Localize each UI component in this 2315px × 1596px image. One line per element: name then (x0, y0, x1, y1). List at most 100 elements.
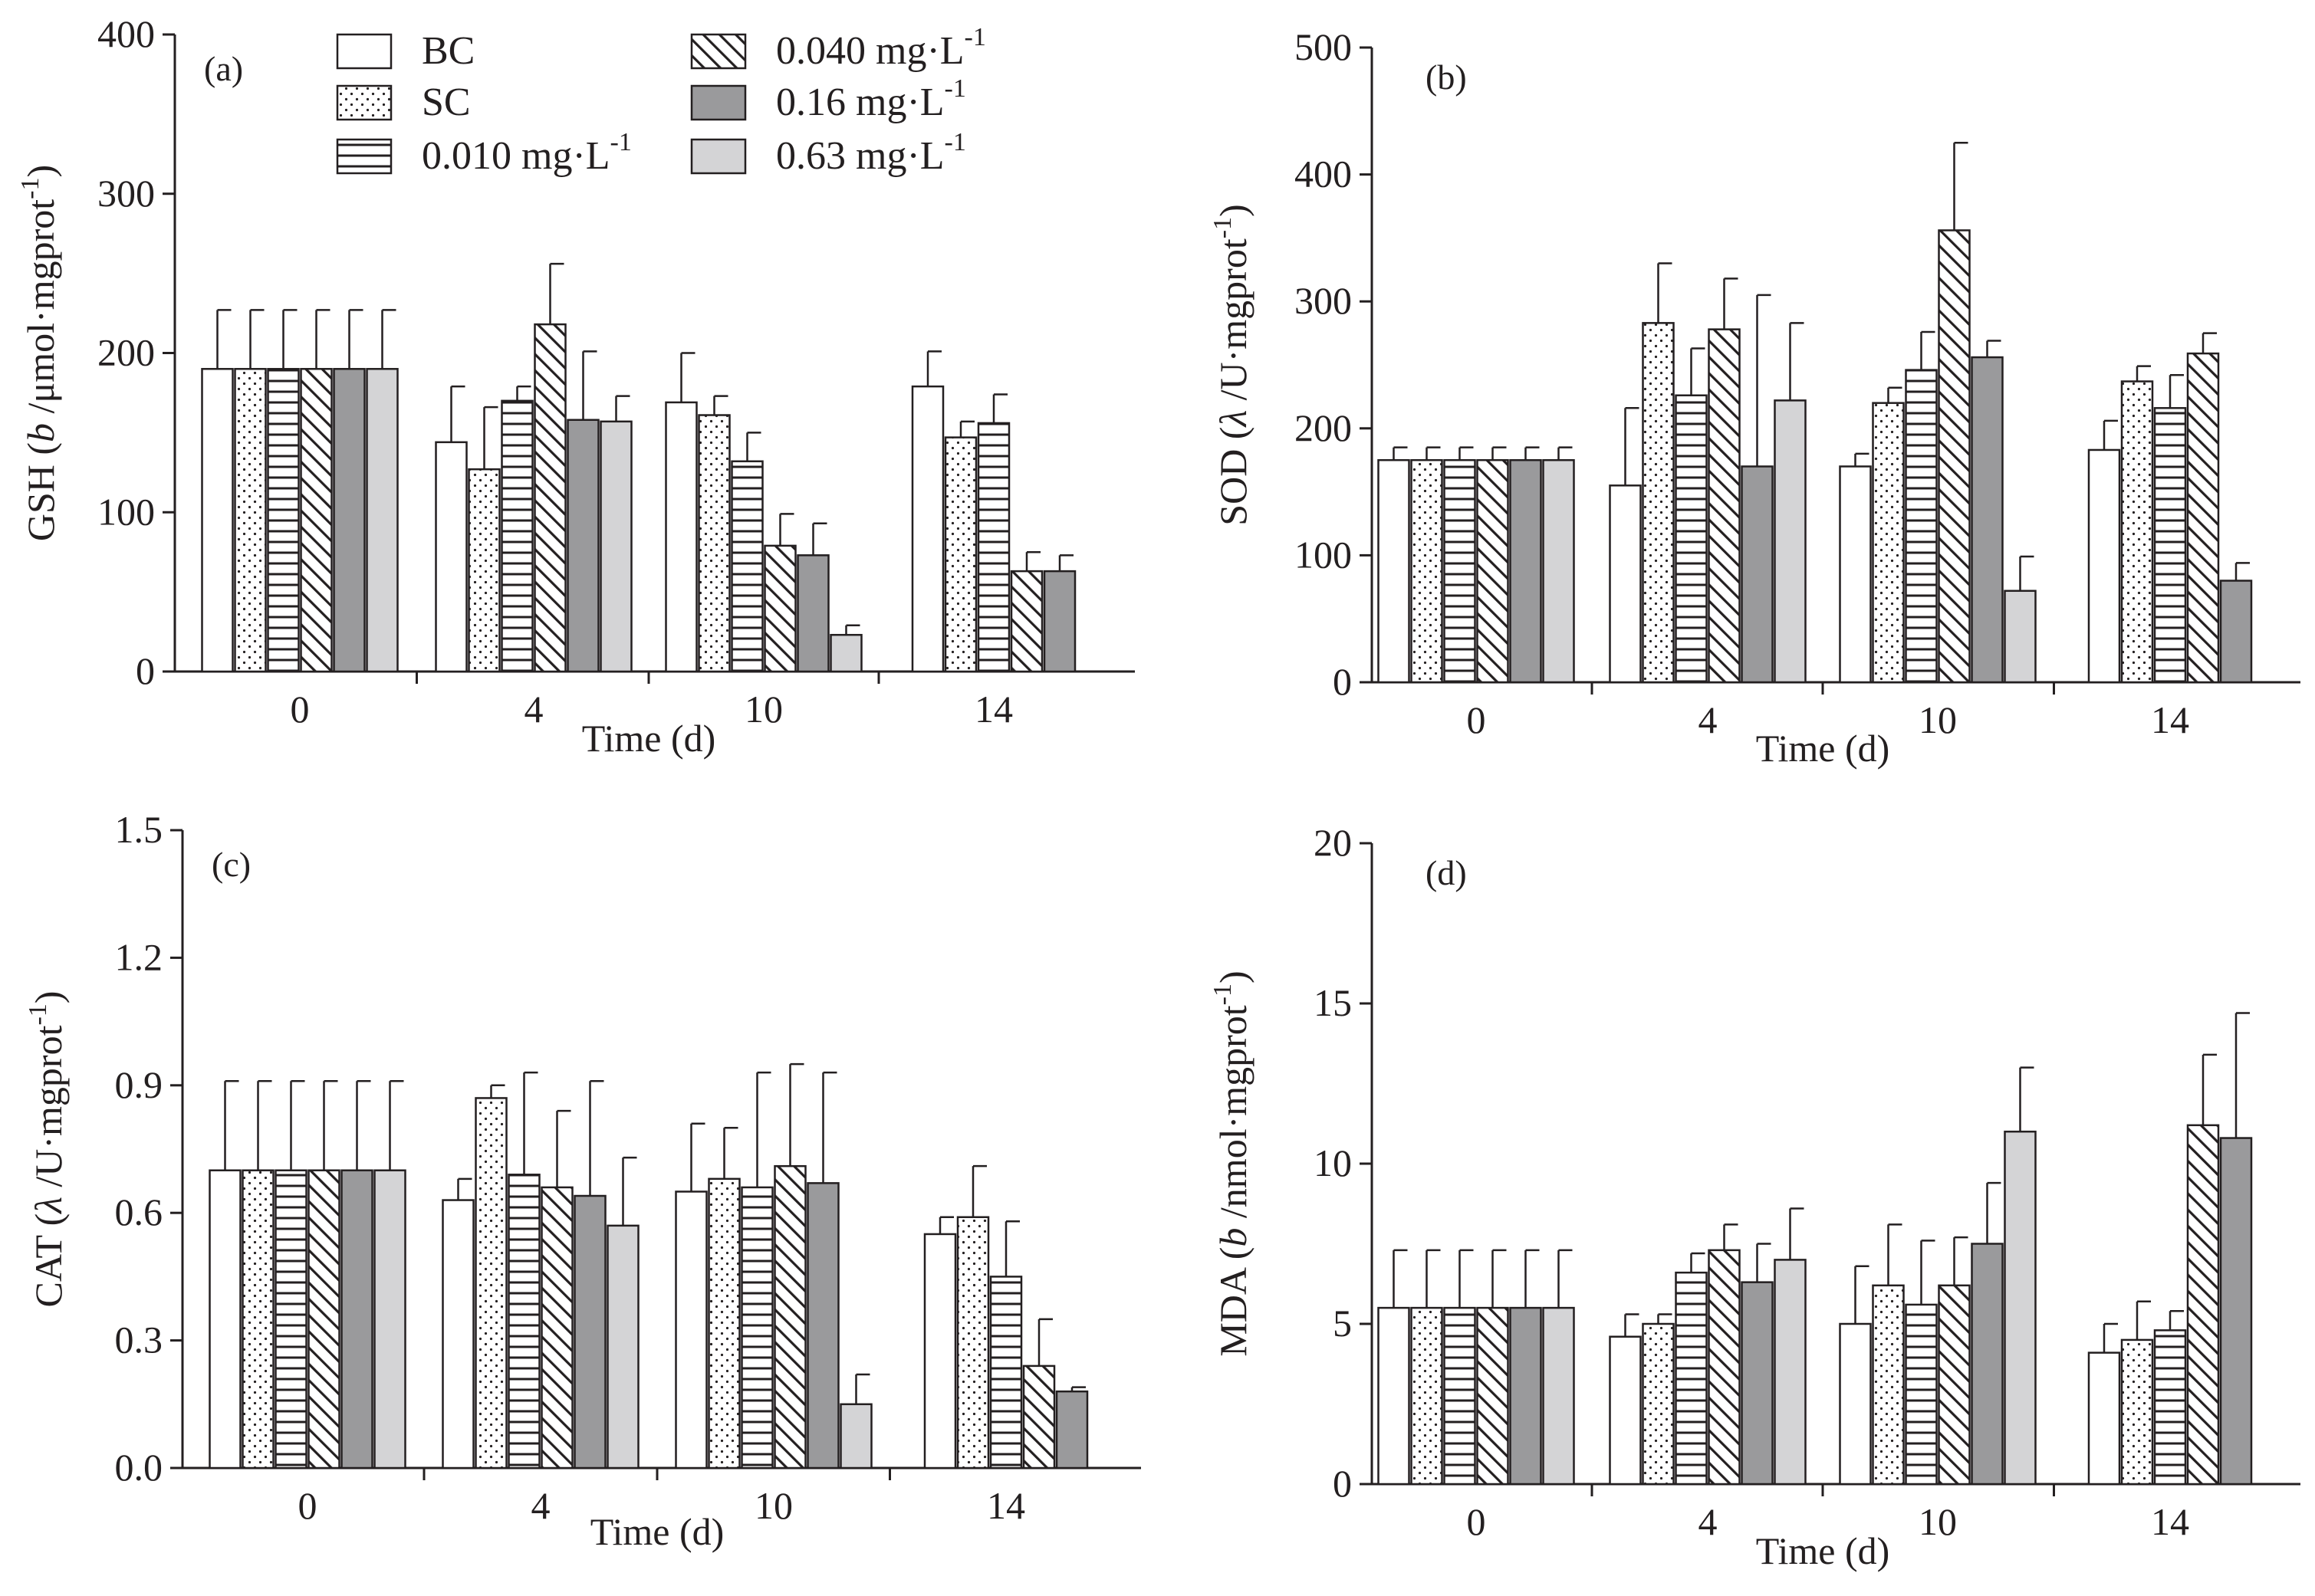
x-tick-label: 0 (291, 688, 310, 731)
bar (468, 468, 501, 673)
bar (373, 1169, 406, 1470)
bar (1839, 465, 1872, 684)
panel-label: (a) (204, 49, 243, 88)
y-tick-label: 100 (1294, 533, 1352, 576)
bar (333, 368, 366, 673)
bar (741, 1186, 774, 1470)
bar (1443, 1306, 1476, 1486)
y-tick-label: 0.0 (115, 1446, 163, 1489)
y-tick-label: 200 (97, 331, 155, 374)
bar (607, 1224, 640, 1470)
bar (2219, 580, 2253, 684)
x-tick-label: 14 (987, 1484, 1025, 1527)
x-tick-label: 14 (975, 688, 1013, 731)
bar (956, 1216, 990, 1470)
x-tick-label: 10 (1919, 1500, 1957, 1543)
bar (830, 633, 863, 673)
x-tick-label: 10 (745, 688, 783, 731)
bar (567, 419, 600, 673)
bar (1774, 1259, 1807, 1486)
bar (1642, 322, 1675, 684)
y-tick-label: 15 (1314, 981, 1352, 1024)
legend-swatch-SC (336, 84, 393, 121)
bar (2186, 352, 2220, 684)
bar (600, 420, 633, 673)
bar (1055, 1390, 1089, 1470)
bar (2087, 448, 2121, 684)
bar (1971, 356, 2004, 684)
bar (2004, 1130, 2037, 1486)
bar (267, 368, 300, 673)
legend: BC SC0.010 mg·L-1 0.040 mg·L-10.16 mg·L-10… (336, 23, 986, 178)
bar (1642, 1322, 1675, 1486)
bar (2120, 380, 2154, 684)
bar (911, 385, 945, 673)
bar (675, 1190, 708, 1470)
bar (1476, 1306, 1509, 1486)
legend-swatch-c0010 (336, 138, 393, 175)
y-tick-label: 1.2 (115, 935, 163, 978)
panel-c-cat: 0.0 0.3 0.6 0.9 1.2 1.5 0 4 10 14 (c) Time (d) CAT (… (24, 808, 1141, 1553)
bar (698, 414, 731, 673)
x-tick-label: 4 (531, 1484, 551, 1527)
legend-label-c016: 0.16 mg·L-1 (776, 74, 966, 124)
panel-a-gsh: 0 100 200 300 400 0 4 10 14 (a) Time (d) GSH (b /μm… (16, 12, 1135, 760)
panel-label: (b) (1426, 57, 1467, 97)
bar (1872, 1284, 1905, 1486)
bar (764, 544, 797, 673)
bar (1410, 1306, 1443, 1486)
x-axis-label: Time (d) (1756, 1529, 1890, 1572)
x-tick-label: 0 (298, 1484, 317, 1527)
x-tick-label: 0 (1467, 698, 1486, 741)
y-tick-label: 0.9 (115, 1063, 163, 1106)
bar (1043, 570, 1077, 673)
panel-label: (d) (1426, 853, 1467, 892)
bar (2120, 1338, 2154, 1486)
bar (340, 1169, 373, 1470)
y-tick-label: 0.6 (115, 1190, 163, 1233)
y-tick-label: 400 (97, 12, 155, 55)
bar (475, 1097, 508, 1470)
bar (1010, 570, 1044, 673)
bar (2087, 1351, 2121, 1486)
bar (307, 1169, 340, 1470)
bar (923, 1233, 957, 1470)
bar (1905, 1303, 1938, 1486)
bar (1872, 402, 1905, 684)
bar (1542, 458, 1575, 684)
bar (2153, 407, 2187, 684)
x-tick-label: 4 (524, 688, 544, 731)
legend-swatch-c063 (690, 138, 747, 175)
panel-d-mda: 0 5 10 15 20 0 4 10 14 (d) Time (d) MDA (b /nmol·mg… (1208, 821, 2300, 1572)
legend-swatch-c0040 (690, 33, 747, 70)
x-axis-label: Time (d) (590, 1510, 725, 1553)
bar (1509, 1306, 1542, 1486)
x-tick-label: 10 (755, 1484, 793, 1527)
bar (708, 1177, 741, 1470)
bar (2186, 1124, 2220, 1486)
bar (731, 460, 764, 673)
bar (1542, 1306, 1575, 1486)
y-tick-label: 100 (97, 490, 155, 533)
bar (977, 422, 1011, 673)
bar (1938, 1284, 1971, 1486)
y-tick-label: 5 (1333, 1302, 1352, 1345)
legend-label-BC: BC (422, 29, 475, 73)
bar (840, 1403, 873, 1470)
bar (1443, 458, 1476, 684)
bar (534, 323, 567, 673)
y-tick-label: 0 (1333, 1462, 1352, 1505)
bar (1708, 328, 1741, 684)
x-axis-label: Time (d) (1756, 727, 1890, 770)
bar (1774, 399, 1807, 684)
bar (2219, 1137, 2253, 1486)
bar (1675, 1271, 1708, 1486)
y-tick-label: 20 (1314, 821, 1352, 864)
bar (300, 368, 333, 673)
legend-label-c063: 0.63 mg·L-1 (776, 128, 966, 178)
bar (1022, 1364, 1056, 1470)
bar (541, 1186, 574, 1470)
y-tick-label: 400 (1294, 153, 1352, 195)
bar (1905, 369, 1938, 684)
panel-b-sod: 0 100 200 300 400 500 0 4 10 14 (b) Time (d) SOD (λ … (1208, 25, 2300, 770)
